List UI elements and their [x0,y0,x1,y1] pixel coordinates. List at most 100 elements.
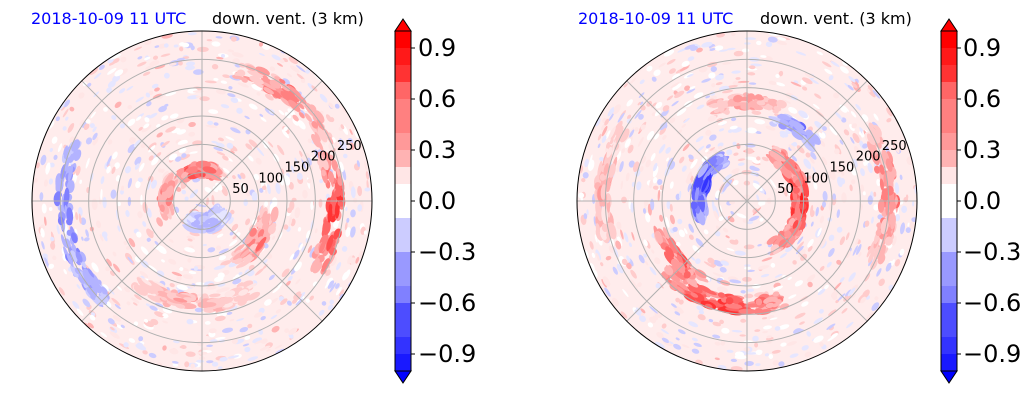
noise-cell [772,360,780,366]
noise-cell [737,80,750,83]
noise-cell [161,259,165,263]
noise-cell [807,245,813,252]
colorbar-tick-label: 0.6 [418,85,456,113]
noise-cell [39,192,44,201]
noise-cell [287,275,293,282]
noise-cell [724,179,733,189]
noise-cell [349,128,353,135]
noise-cell [179,346,185,349]
noise-cell [57,143,63,153]
noise-cell [766,335,772,339]
feature-cell [780,114,791,121]
noise-cell [719,204,722,212]
noise-cell [364,160,368,171]
noise-cell [853,145,859,153]
noise-cell [106,165,111,174]
noise-cell [79,119,85,126]
noise-cell [747,269,755,273]
noise-cell [107,80,116,88]
noise-cell [56,224,60,235]
noise-cell [305,298,310,303]
noise-cell [154,45,160,48]
noise-cell [125,210,130,217]
noise-cell [754,119,766,125]
noise-cell [643,253,647,258]
colorbar-segment [395,354,411,372]
noise-cell [194,178,199,182]
noise-cell [138,162,145,172]
noise-cell [597,143,601,149]
noise-cell [297,120,306,130]
noise-cell [850,179,856,185]
noise-cell [765,41,773,48]
right-title-date: 2018-10-09 11 UTC [578,9,733,28]
noise-cell [240,182,246,192]
noise-cell [346,217,350,223]
noise-cell [733,239,739,245]
noise-cell [356,160,360,168]
noise-cell [629,77,637,85]
feature-cell [254,227,261,239]
noise-cell [162,307,173,314]
noise-cell [601,123,606,131]
noise-cell [815,132,822,140]
noise-cell [790,81,802,87]
noise-cell [625,172,630,182]
noise-cell [256,92,261,96]
colorbar-segment [941,235,957,253]
feature-cell [239,248,252,259]
noise-cell [79,179,83,184]
noise-cell [300,109,306,116]
noise-cell [286,300,292,306]
noise-cell [856,244,862,255]
feature-cell [792,121,801,128]
noise-cell [828,247,835,258]
noise-cell [214,315,226,322]
noise-cell [261,185,267,191]
feature-cell [697,176,703,188]
noise-cell [225,136,235,141]
noise-cell [885,142,890,149]
noise-cell [230,97,239,104]
feature-cell [714,157,725,165]
noise-cell [107,139,113,145]
noise-cell [48,178,54,185]
noise-cell [142,350,148,355]
feature-cell [165,185,174,199]
noise-cell [131,297,140,304]
noise-cell [123,342,129,348]
feature-cell [792,219,799,229]
noise-cell [112,58,120,64]
noise-cell [179,267,184,271]
noise-cell [810,79,819,85]
colorbar-segment [941,286,957,304]
noise-cell [587,159,595,171]
noise-cell [833,92,840,99]
feature-cell [868,143,878,156]
noise-cell [232,175,236,180]
feature-cell [193,219,201,226]
noise-cell [640,124,646,130]
colorbar: 0.9 0.6 0.3 0.0 −0.3 −0.6 −0.9 [394,18,476,384]
noise-cell [855,237,859,245]
noise-cell [631,231,635,241]
noise-cell [623,232,629,243]
noise-cell [804,351,812,358]
feature-cell [879,164,885,175]
noise-cell [639,79,645,85]
noise-cell [655,341,665,349]
noise-cell [624,138,631,148]
noise-cell [160,168,165,173]
noise-cell [197,46,209,53]
noise-cell [767,36,778,43]
noise-cell [133,46,143,51]
noise-cell [92,132,98,141]
noise-cell [294,207,301,219]
noise-cell [43,179,48,187]
noise-cell [211,361,219,367]
noise-cell [796,241,805,251]
feature-cell [317,128,328,143]
noise-cell [813,335,824,343]
noise-cell [163,72,170,79]
noise-cell [727,215,735,223]
